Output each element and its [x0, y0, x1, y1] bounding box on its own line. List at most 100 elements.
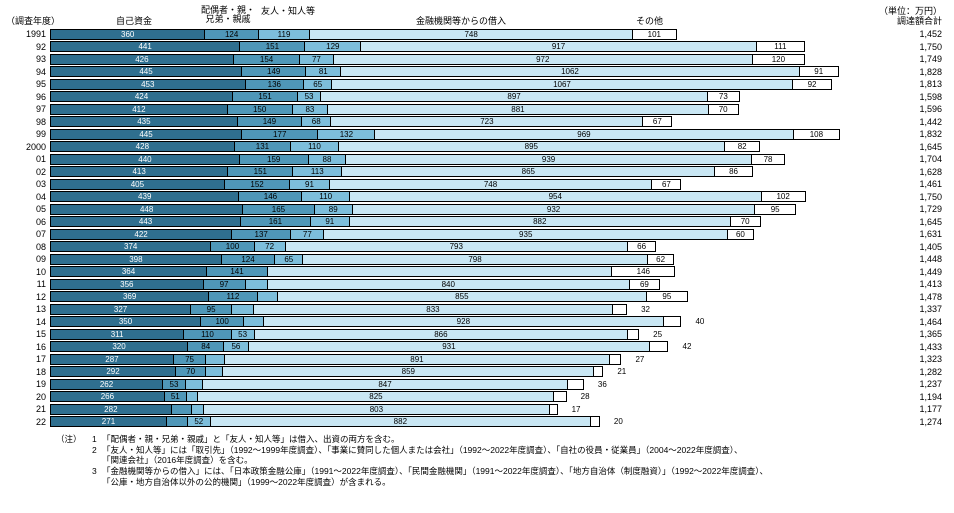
year-label: 94: [6, 67, 50, 77]
bar-segment-family: 95: [191, 304, 232, 315]
bar-segment-bank: 855: [278, 291, 647, 302]
table-row: 222714952882201,274: [6, 416, 948, 429]
row-total: 1,413: [919, 279, 942, 289]
year-label: 99: [6, 129, 50, 139]
bar-segment-other: 32: [613, 304, 627, 315]
header-row: （調査年度） 自己資金 配偶者・親・兄弟・親戚 友人・知人等 金融機関等からの借…: [6, 4, 948, 28]
bar-segment-own: 282: [50, 404, 172, 415]
table-row: 0544816589932951,729: [6, 203, 948, 216]
bar-segment-friend: 40: [206, 366, 223, 377]
cat-family-label: 配偶者・親・兄弟・親戚: [201, 6, 255, 24]
table-row: 192625339847361,237: [6, 378, 948, 391]
bar-group: 3501004592840: [50, 316, 948, 327]
footnote-line: 「公庫・地方自治体以外の公的機関」（1999～2022年度調査）が含まれる。: [56, 477, 948, 488]
bar-segment-family: 84: [188, 341, 224, 352]
year-label: 07: [6, 229, 50, 239]
row-total: 1,704: [919, 154, 942, 164]
chart-rows: 19913601241197481011,4529244115112991711…: [6, 28, 948, 428]
table-row: 994451771329691081,832: [6, 128, 948, 141]
bar-segment-bank: 931: [249, 341, 651, 352]
bar-segment-bank: 954: [350, 191, 762, 202]
year-label: 92: [6, 42, 50, 52]
year-label: 97: [6, 104, 50, 114]
bar-segment-bank: 723: [331, 116, 643, 127]
year-label: 08: [6, 242, 50, 252]
row-total: 1,274: [919, 417, 942, 427]
bar-segment-own: 443: [50, 216, 241, 227]
row-total: 1,194: [919, 392, 942, 402]
year-label: 18: [6, 367, 50, 377]
bar-segment-bank: 932: [353, 204, 755, 215]
bar-segment-friend: 119: [259, 29, 310, 40]
bar-segment-friend: 44: [206, 354, 225, 365]
bar-segment-other: 73: [708, 91, 740, 102]
bar-segment-bank: 897: [321, 91, 708, 102]
year-label: 20: [6, 392, 50, 402]
bar-segment-friend: 53: [232, 329, 255, 340]
year-label: 17: [6, 354, 50, 364]
bar-segment-own: 271: [50, 416, 167, 427]
row-total: 1,598: [919, 92, 942, 102]
year-label: 19: [6, 379, 50, 389]
year-label: 03: [6, 179, 50, 189]
bar-group: 4481658993295: [50, 204, 948, 215]
bar-segment-family: 151: [228, 166, 293, 177]
year-label: 95: [6, 79, 50, 89]
bar-segment-own: 445: [50, 66, 242, 77]
bar-segment-bank: 1067: [332, 79, 792, 90]
table-row: 0644316191882701,645: [6, 216, 948, 229]
year-label: 13: [6, 304, 50, 314]
bar-segment-own: 426: [50, 54, 234, 65]
row-total: 1,452: [919, 29, 942, 39]
table-row: 9741215083881701,596: [6, 103, 948, 116]
row-total: 1,442: [919, 117, 942, 127]
row-total: 1,645: [919, 217, 942, 227]
bar-segment-other: 62: [648, 254, 675, 265]
bar-segment-family: 46: [172, 404, 192, 415]
bar-segment-bank: 939: [346, 154, 751, 165]
bar-segment-own: 441: [50, 41, 240, 52]
bar-segment-other: 86: [715, 166, 752, 177]
year-label: 12: [6, 292, 50, 302]
table-row: 0742213777935601,631: [6, 228, 948, 241]
bar-segment-friend: 39: [186, 379, 203, 390]
bar-segment-bank: 859: [223, 366, 594, 377]
bar-segment-own: 360: [50, 29, 205, 40]
bar-segment-bank: 881: [328, 104, 708, 115]
footnotes: （注）1「配偶者・親・兄弟・親戚」と「友人・知人等」は借入、出資の両方を含む。2…: [56, 434, 948, 487]
bar-group: 42615477972120: [50, 54, 948, 65]
bar-segment-friend: 68: [302, 116, 331, 127]
cat-own-label: 自己資金: [116, 14, 152, 27]
bar-segment-family: 141: [207, 266, 268, 277]
row-total: 1,448: [919, 254, 942, 264]
year-label: 10: [6, 267, 50, 277]
bar-segment-friend: 129: [305, 41, 361, 52]
bar-segment-own: 398: [50, 254, 222, 265]
bar-segment-bank: 798: [303, 254, 647, 265]
year-label: 09: [6, 254, 50, 264]
table-row: 163208456931421,433: [6, 341, 948, 354]
bar-segment-bank: 803: [204, 404, 551, 415]
bar-segment-bank: 928: [264, 316, 665, 327]
row-total: 1,478: [919, 292, 942, 302]
table-row: 1135697840691,413: [6, 278, 948, 291]
table-row: 924411511299171111,750: [6, 41, 948, 54]
bar-segment-friend: 52: [188, 416, 210, 427]
bar-group: 41315111386586: [50, 166, 948, 177]
table-row: 103641411461,449: [6, 266, 948, 279]
bar-segment-friend: 77: [291, 229, 324, 240]
bar-segment-own: 424: [50, 91, 233, 102]
row-total: 1,749: [919, 54, 942, 64]
table-row: 2000428131110895821,645: [6, 141, 948, 154]
total-header: 調達額合計: [897, 14, 942, 27]
bar-segment-other: 67: [643, 116, 672, 127]
bar-segment-family: 149: [238, 116, 302, 127]
bar-group: 4431619188270: [50, 216, 948, 227]
bar-segment-own: 413: [50, 166, 228, 177]
bar-segment-family: 100: [201, 316, 244, 327]
bar-segment-other: 92: [793, 79, 833, 90]
year-label: 16: [6, 342, 50, 352]
row-total: 1,237: [919, 379, 942, 389]
bar-segment-friend: 81: [306, 66, 341, 77]
bar-segment-other: 95: [647, 291, 688, 302]
